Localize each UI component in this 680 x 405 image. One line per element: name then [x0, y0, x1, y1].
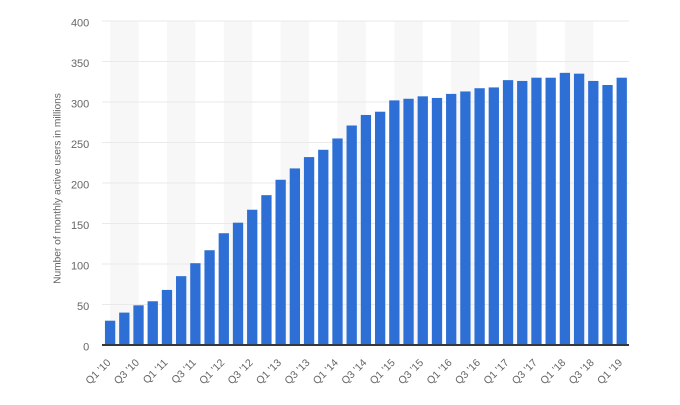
svg-text:0: 0 [83, 342, 89, 354]
svg-text:400: 400 [71, 18, 89, 30]
svg-text:200: 200 [71, 180, 89, 192]
svg-text:250: 250 [71, 139, 89, 151]
svg-text:300: 300 [71, 99, 89, 111]
svg-text:Number of monthly active users: Number of monthly active users in millio… [53, 93, 64, 284]
svg-text:350: 350 [71, 58, 89, 70]
svg-text:100: 100 [71, 261, 89, 273]
svg-text:150: 150 [71, 220, 89, 232]
svg-text:50: 50 [77, 301, 89, 313]
